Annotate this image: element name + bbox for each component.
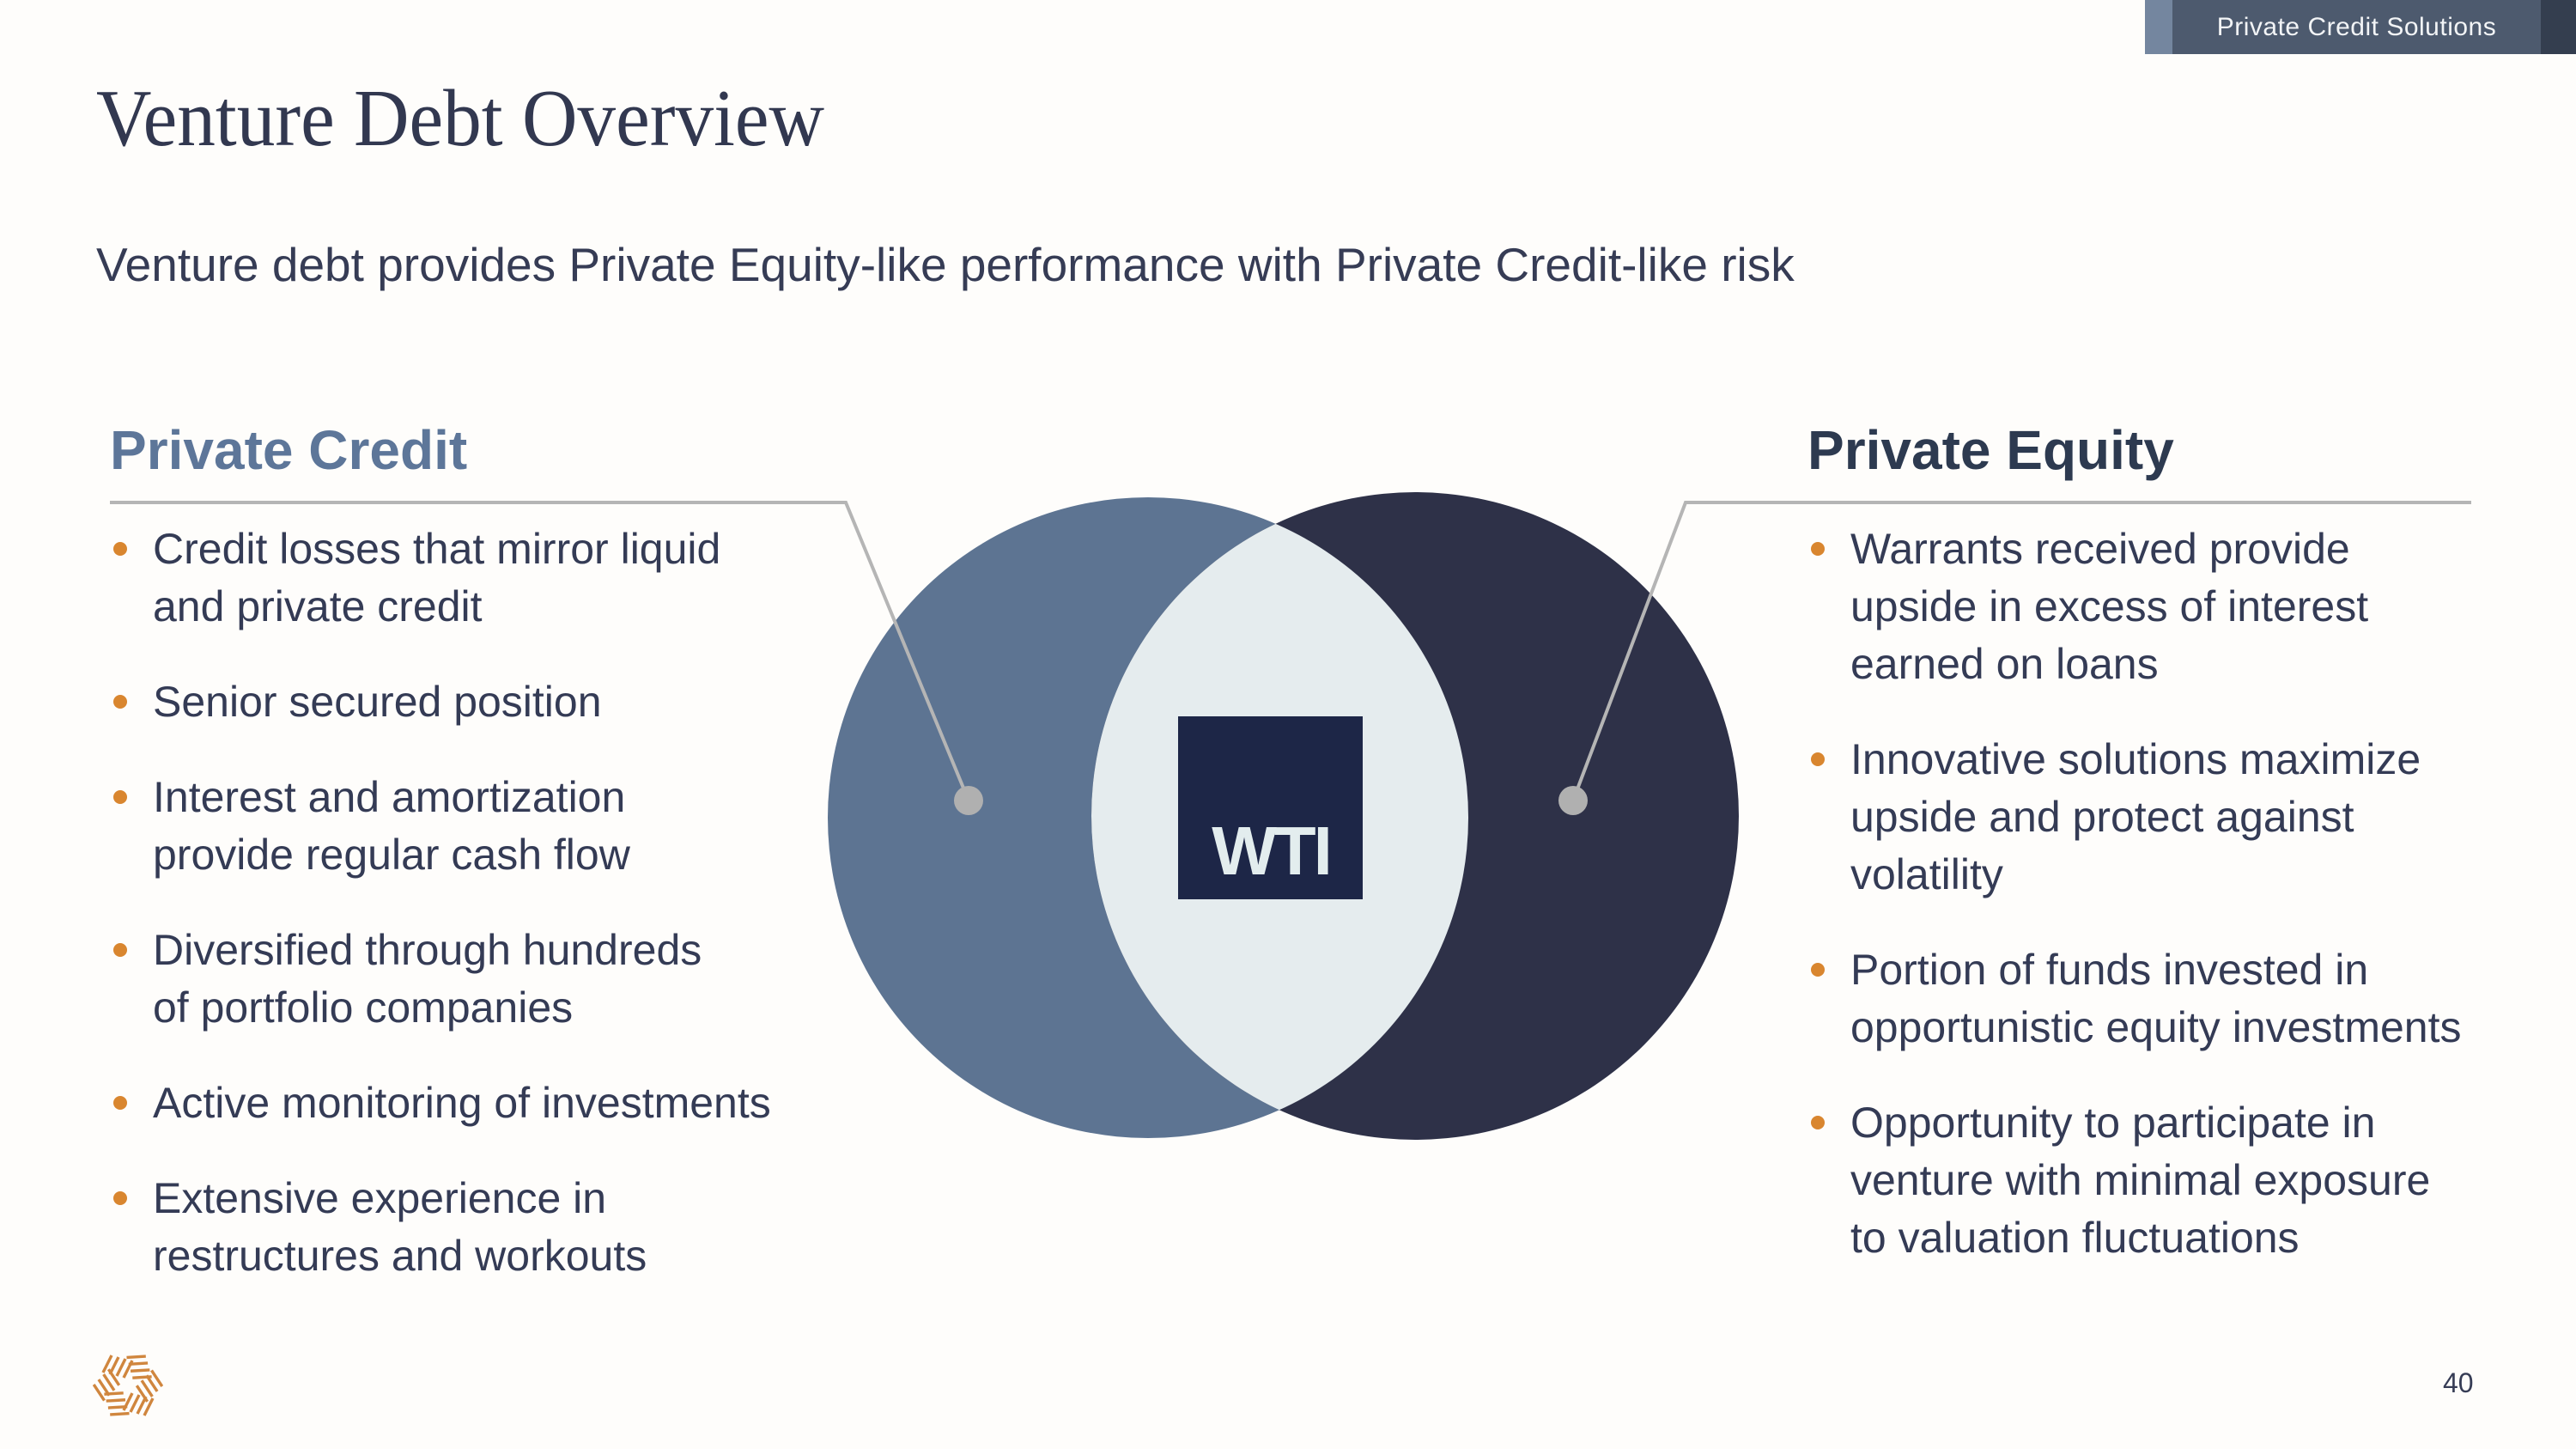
bullet-dot-icon (113, 1096, 127, 1110)
right-column-heading: Private Equity (1807, 419, 2174, 481)
bullet-text: Interest and amortization provide regula… (153, 773, 630, 879)
bullet-text: Innovative solutions maximize upside and… (1850, 735, 2421, 898)
badge-label: Private Credit Solutions (2216, 12, 2497, 41)
wti-logo-text: WTI (1212, 813, 1330, 889)
page-number: 40 (2443, 1367, 2474, 1398)
list-item: Portion of funds invested in opportunist… (1807, 941, 2546, 1056)
bullet-text: Active monitoring of investments (153, 1079, 771, 1127)
left-callout-dot (954, 786, 983, 815)
list-item: Active monitoring of investments (110, 1075, 883, 1132)
list-item: Opportunity to participate in venture wi… (1807, 1094, 2546, 1267)
list-item: Warrants received provide upside in exce… (1807, 521, 2546, 693)
starburst-logo-icon (93, 1355, 163, 1416)
wti-logo-square (1178, 716, 1363, 899)
venn-overlap (1091, 497, 1468, 1138)
list-item: Interest and amortization provide regula… (110, 769, 883, 884)
bullet-text: Extensive experience in restructures and… (153, 1174, 647, 1280)
bullet-text: Diversified through hundreds of portfoli… (153, 926, 702, 1032)
page-subtitle: Venture debt provides Private Equity-lik… (96, 238, 1795, 291)
badge-segment-light (2145, 0, 2172, 54)
list-item: Innovative solutions maximize upside and… (1807, 731, 2546, 904)
bullet-text: Portion of funds invested in opportunist… (1850, 946, 2462, 1051)
bullet-text: Senior secured position (153, 678, 602, 726)
bullet-dot-icon (113, 1191, 127, 1205)
bullet-text: Warrants received provide upside in exce… (1850, 525, 2369, 688)
bullet-text: Credit losses that mirror liquid and pri… (153, 525, 721, 630)
right-callout-dot (1558, 786, 1588, 815)
badge-segment-main: Private Credit Solutions (2172, 0, 2541, 54)
left-callout-line (110, 501, 970, 801)
left-column-heading: Private Credit (110, 419, 468, 481)
list-item: Extensive experience in restructures and… (110, 1170, 883, 1285)
bullet-dot-icon (113, 943, 127, 957)
bullet-dot-icon (113, 790, 127, 804)
bullet-dot-icon (113, 542, 127, 556)
page-title: Venture Debt Overview (96, 74, 825, 163)
bullet-dot-icon (113, 695, 127, 709)
bullet-text: Opportunity to participate in venture wi… (1850, 1099, 2431, 1262)
left-bullet-list: Credit losses that mirror liquid and pri… (110, 521, 883, 1323)
bullet-dot-icon (1811, 542, 1825, 556)
list-item: Credit losses that mirror liquid and pri… (110, 521, 883, 636)
right-callout-line (1571, 501, 2471, 801)
bullet-dot-icon (1811, 1116, 1825, 1129)
badge-segment-dark (2541, 0, 2576, 54)
right-bullet-list: Warrants received provide upside in exce… (1807, 521, 2546, 1305)
slide-tag-banner: Private Credit Solutions (2145, 0, 2576, 54)
bullet-dot-icon (1811, 963, 1825, 977)
list-item: Senior secured position (110, 673, 883, 731)
list-item: Diversified through hundreds of portfoli… (110, 922, 883, 1037)
bullet-dot-icon (1811, 752, 1825, 766)
